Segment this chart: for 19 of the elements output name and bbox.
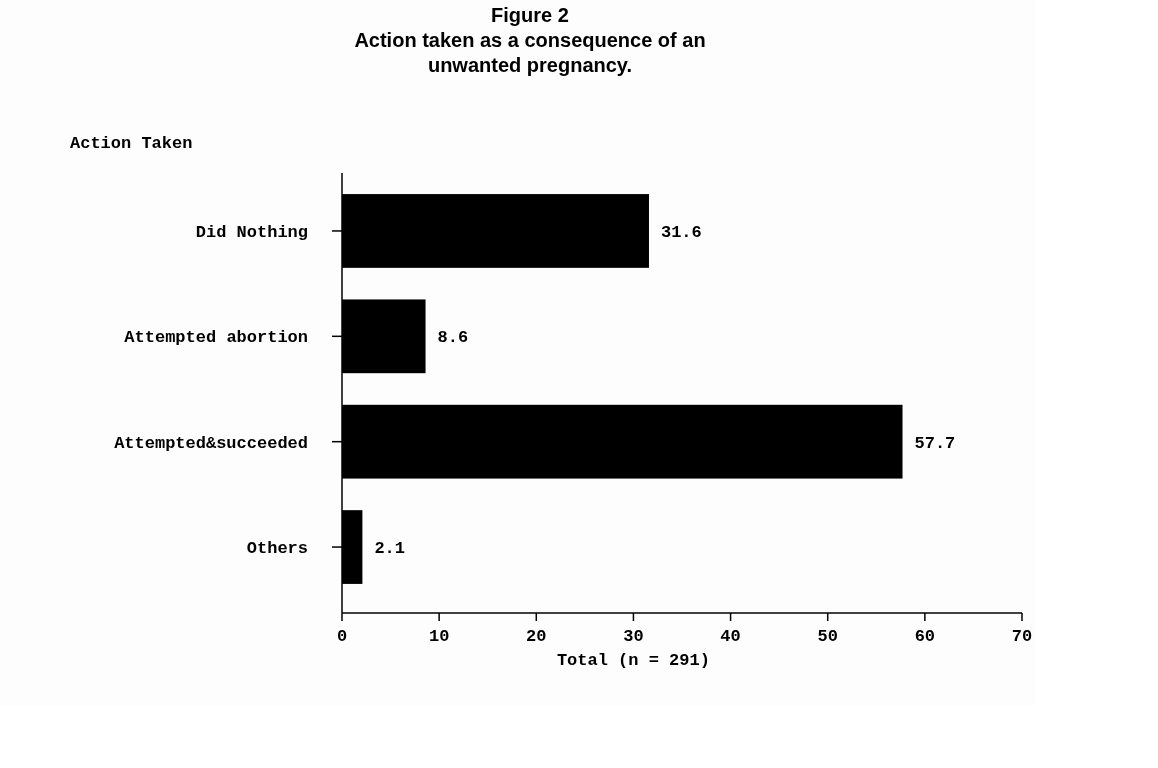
y-tick-label: Did Nothing <box>195 222 308 242</box>
x-tick-label: 10 <box>428 627 450 646</box>
data-label: 8.6 <box>437 328 469 348</box>
data-label: 2.1 <box>374 539 406 558</box>
x-tick-label: 30 <box>623 627 644 646</box>
x-tick-label: 0 <box>336 627 348 646</box>
y-tick-label: Attempted&succeeded <box>114 433 308 453</box>
x-tick-label: 20 <box>526 627 547 646</box>
y-tick-label: Attempted abortion <box>124 328 308 348</box>
x-tick-label: 50 <box>817 627 838 646</box>
x-axis-title: Total (n = 291) <box>556 651 710 670</box>
y-tick-label: Others <box>246 539 308 558</box>
x-tick-label: 40 <box>720 627 741 646</box>
x-tick-label: 70 <box>1011 627 1033 646</box>
x-tick-label: 60 <box>914 627 936 646</box>
chart-title: Figure 2 Action taken as a consequence of an unwanted pregnancy. <box>354 4 706 76</box>
data-label: 57.7 <box>914 433 956 453</box>
data-label: 31.6 <box>660 222 702 242</box>
y-axis-title: Action Taken <box>70 134 193 153</box>
